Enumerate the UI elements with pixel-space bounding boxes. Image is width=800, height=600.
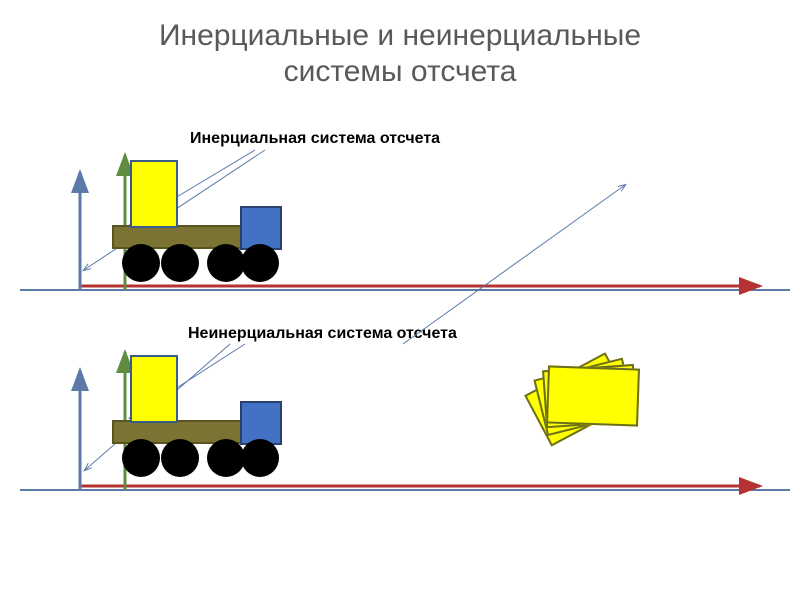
truck-wheel-3 [207, 439, 245, 477]
fallen-box-4 [546, 365, 640, 426]
diagram-svg [0, 0, 800, 600]
truck-wheel-3 [207, 244, 245, 282]
truck-wheel-4 [241, 439, 279, 477]
pointer-arrow-2 [403, 185, 625, 344]
truck-cargo [130, 355, 178, 423]
title-line-1: Инерциальные и неинерциальные [159, 19, 641, 52]
label-inertial: Инерциальная система отсчета [190, 130, 440, 148]
page-title: Инерциальные и неинерциальные системы от… [0, 0, 800, 90]
truck-noninertial [100, 355, 300, 485]
truck-wheel-2 [161, 439, 199, 477]
truck-wheel-1 [122, 244, 160, 282]
truck-cargo [130, 160, 178, 228]
label-noninertial: Неинерциальная система отсчета [188, 325, 457, 343]
truck-wheel-4 [241, 244, 279, 282]
truck-wheel-2 [161, 244, 199, 282]
truck-wheel-1 [122, 439, 160, 477]
title-line-2: системы отсчета [284, 55, 517, 88]
truck-inertial [100, 160, 300, 290]
fallen-boxes-cluster [546, 367, 638, 425]
